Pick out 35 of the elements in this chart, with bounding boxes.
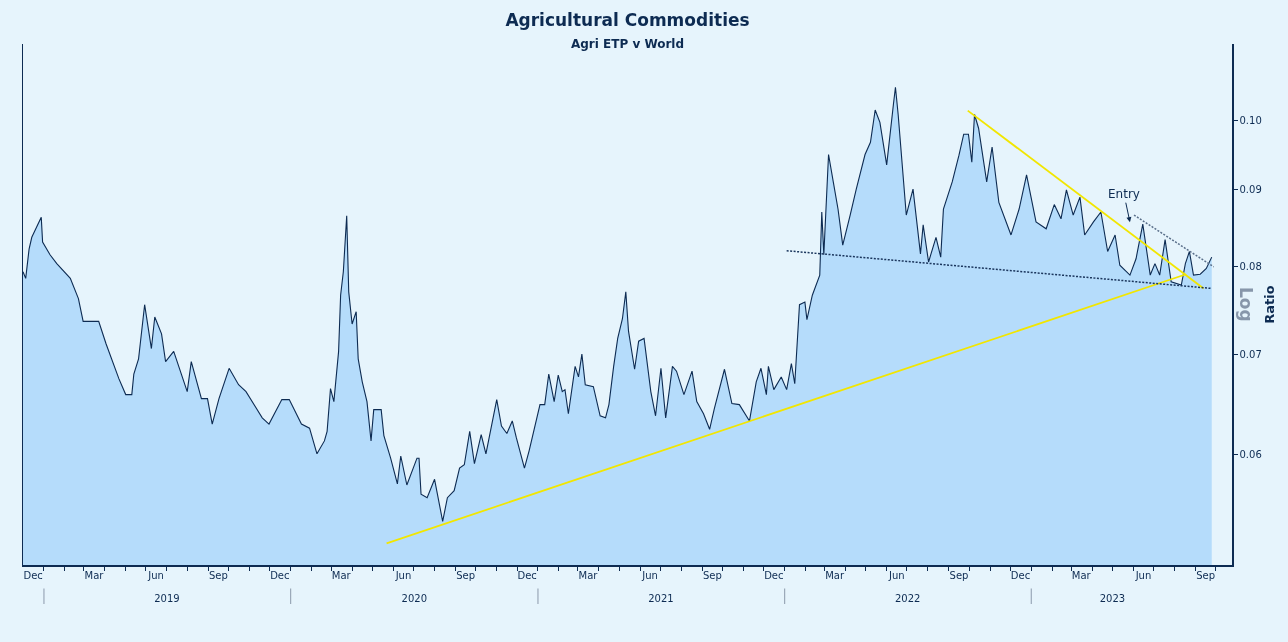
chart-subtitle: Agri ETP v World bbox=[570, 36, 685, 51]
x2-tick-label: 2021 bbox=[648, 593, 674, 604]
x-tick-label: Jun bbox=[641, 569, 658, 581]
x-tick-label: Dec bbox=[1010, 569, 1031, 581]
x-tick-label: Jun bbox=[887, 569, 905, 581]
x-tick-label: Jun bbox=[147, 569, 164, 581]
x2-tick-label: 2023 bbox=[1099, 593, 1126, 604]
text: Log bbox=[1236, 286, 1257, 322]
x-tick-label: Jun bbox=[1134, 569, 1152, 581]
x2-tick-label: 2020 bbox=[401, 593, 428, 604]
x-tick-label: Sep bbox=[456, 569, 476, 581]
y-tick-label: 0.09 bbox=[1239, 184, 1262, 196]
x-tick-label: Mar bbox=[825, 569, 845, 581]
annotation: Entry bbox=[1108, 187, 1140, 201]
x2-tick-label: 2019 bbox=[154, 593, 180, 604]
y-tick-label: 0.06 bbox=[1239, 449, 1262, 461]
x2-tick-label: 2022 bbox=[894, 593, 921, 604]
x-tick-label: Mar bbox=[1071, 569, 1092, 581]
y-tick-label: 0.10 bbox=[1239, 115, 1262, 127]
x-tick-label: Dec bbox=[23, 569, 43, 581]
x-tick-label: Sep bbox=[1196, 569, 1216, 581]
x-tick-label: Sep bbox=[702, 569, 722, 581]
y-tick-label: 0.07 bbox=[1239, 348, 1262, 360]
y-axis-title: Ratio bbox=[1262, 285, 1278, 324]
x-tick-label: Mar bbox=[331, 569, 352, 581]
x-tick-label: Dec bbox=[517, 569, 537, 581]
x-tick-label: Sep bbox=[949, 569, 969, 581]
x-tick-label: Mar bbox=[578, 569, 599, 581]
x-tick-label: Dec bbox=[270, 569, 290, 581]
x-tick-label: Sep bbox=[208, 569, 228, 581]
x-tick-label: Dec bbox=[764, 569, 784, 581]
chart-title: Agricultural Commodities bbox=[505, 9, 750, 30]
x-tick-label: Jun bbox=[394, 569, 412, 581]
x-tick-label: Mar bbox=[84, 569, 105, 581]
y-tick-label: 0.08 bbox=[1239, 261, 1262, 273]
